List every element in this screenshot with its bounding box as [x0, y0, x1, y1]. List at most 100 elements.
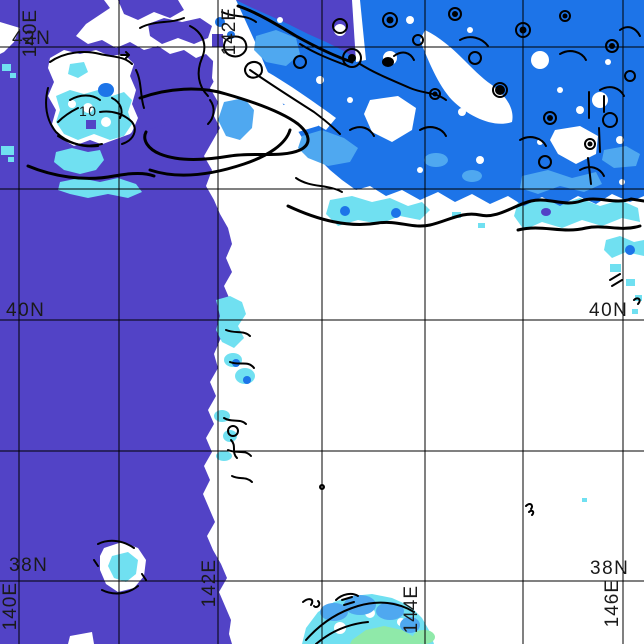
- edge-blue-dot: [625, 245, 635, 255]
- contour: [599, 86, 625, 97]
- white-speck: [576, 106, 584, 114]
- contour-loop: [624, 70, 636, 82]
- bay-blue-dot: [98, 83, 114, 97]
- bay-white-speck: [101, 117, 111, 127]
- coast-mark: [229, 361, 255, 369]
- thick-contour: [148, 128, 292, 177]
- contour-loop: [515, 22, 531, 38]
- max-dot: [519, 26, 527, 34]
- white-wedge: [420, 30, 513, 124]
- contour: [69, 94, 123, 119]
- thick-contour: [138, 87, 310, 161]
- white-speck: [616, 136, 624, 144]
- white-speck: [557, 87, 563, 93]
- bottom-ltblue: [320, 603, 348, 621]
- max-dot: [386, 16, 394, 24]
- white-speck: [467, 27, 473, 33]
- contour: [519, 136, 547, 147]
- speckle: [478, 223, 485, 228]
- coast-mark: [223, 417, 247, 425]
- contour: [223, 35, 248, 58]
- coast-mark: [227, 449, 252, 457]
- contour: [559, 50, 587, 61]
- fringe-contour: [516, 224, 642, 232]
- contour-loop: [429, 88, 441, 100]
- white-speck: [417, 167, 423, 173]
- speckle: [2, 64, 11, 71]
- fringe-blue-dot: [340, 206, 350, 216]
- contour-loop: [605, 39, 619, 53]
- white-blob: [364, 96, 416, 142]
- max-dot: [348, 54, 356, 62]
- bottom-ltblue: [400, 617, 420, 633]
- contour-loop: [412, 34, 424, 46]
- contour: [393, 51, 415, 61]
- contour: [619, 26, 641, 37]
- ltblue-loop-core: [218, 98, 254, 140]
- bottom-ltblue: [376, 602, 404, 620]
- contour: [221, 11, 257, 23]
- ltblue: [462, 170, 482, 182]
- speckle: [10, 73, 16, 78]
- bottom-contour: [335, 592, 359, 601]
- small-symbol: [227, 425, 239, 437]
- fringe-blue-dot: [391, 208, 401, 218]
- green-data-region: [350, 626, 435, 644]
- contour: [419, 126, 447, 137]
- bottom-contour: [315, 621, 369, 644]
- coast-mark: [231, 475, 253, 483]
- white-speck: [605, 59, 611, 65]
- speckle: [610, 264, 621, 272]
- white-speck: [497, 117, 503, 123]
- fringe-contour: [295, 177, 343, 193]
- peninsula: [148, 18, 212, 44]
- thick-contour: [236, 4, 354, 64]
- bay-islet: [86, 120, 96, 129]
- ltblue: [254, 30, 300, 66]
- contour: [459, 36, 489, 47]
- white-speck: [327, 117, 333, 123]
- white-hole: [592, 92, 608, 108]
- contour-loop: [448, 7, 462, 21]
- contour-loop: [602, 112, 618, 128]
- white-speck: [347, 97, 353, 103]
- edge-dash: [587, 91, 605, 185]
- sendai-cyan: [108, 552, 138, 582]
- contour: [579, 166, 605, 177]
- fringe-cyan: [514, 198, 640, 230]
- white-speck: [316, 76, 324, 84]
- max-dot: [382, 57, 394, 67]
- max-dot: [432, 91, 438, 97]
- contour-lines: [45, 7, 641, 644]
- contour: [139, 17, 209, 97]
- white-speck: [437, 59, 443, 65]
- dome-overlay: [236, 0, 356, 58]
- white-speck: [458, 108, 466, 116]
- contour: [349, 126, 375, 137]
- contour-loop: [293, 55, 307, 69]
- max-dot: [547, 115, 553, 121]
- contour-loop: [559, 10, 571, 22]
- contour: [57, 107, 136, 147]
- speckle: [1, 146, 14, 155]
- white-speck: [619, 179, 625, 185]
- max-dot: [587, 141, 593, 147]
- contour-loop: [538, 155, 552, 169]
- bay-white-speck: [68, 100, 76, 108]
- contour: [207, 99, 215, 125]
- max-dot: [562, 13, 568, 19]
- speckle: [632, 309, 638, 314]
- speckle: [582, 498, 587, 502]
- sendai-coast: [93, 539, 147, 595]
- ltblue: [520, 170, 602, 194]
- contour: [244, 61, 263, 79]
- max-dot: [452, 11, 458, 17]
- white-clear: [212, 48, 246, 96]
- max-dot: [495, 85, 505, 95]
- speckle: [452, 212, 461, 218]
- contour-filled-dots: [348, 11, 615, 147]
- contour: [249, 69, 341, 135]
